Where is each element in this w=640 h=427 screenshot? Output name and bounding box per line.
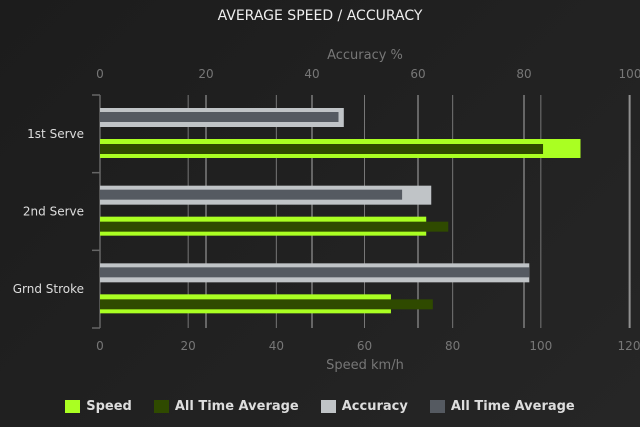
- legend-swatch: [320, 400, 336, 413]
- tick-label-top: 40: [304, 67, 319, 81]
- tick-label-top: 60: [410, 67, 425, 81]
- legend-swatch: [65, 400, 81, 413]
- category-label: Grnd Stroke: [13, 282, 84, 296]
- legend-label: All Time Average: [174, 399, 299, 414]
- tick-label-top: 80: [516, 67, 531, 81]
- bar-speed-average: [100, 221, 449, 232]
- legend-item[interactable]: All Time Average: [153, 399, 299, 414]
- axis-title-top: Accuracy %: [327, 48, 403, 63]
- legend-item[interactable]: All Time Average: [429, 399, 575, 414]
- tick-label-bottom: 100: [529, 339, 552, 353]
- legend-swatch: [153, 400, 169, 413]
- tick-label-bottom: 120: [618, 339, 640, 353]
- bar-accuracy-average: [100, 189, 403, 200]
- bar-accuracy-average: [100, 267, 530, 278]
- tick-label-top: 0: [96, 67, 104, 81]
- tick-label-top: 20: [198, 67, 213, 81]
- tick-label-top: 100: [619, 67, 640, 81]
- category-label: 2nd Serve: [23, 205, 84, 219]
- tick-label-bottom: 0: [96, 339, 104, 353]
- tick-label-bottom: 60: [357, 339, 372, 353]
- bar-accuracy-average: [100, 112, 339, 122]
- legend-swatch: [429, 400, 445, 413]
- tick-label-bottom: 80: [445, 339, 460, 353]
- bar-speed-average: [100, 299, 433, 310]
- chart-title: AVERAGE SPEED / ACCURACY: [217, 8, 423, 24]
- bar-speed-average: [100, 144, 544, 154]
- legend-label: Accuracy: [341, 399, 408, 414]
- legend: Speed All Time Average Accuracy All Time Av…: [0, 399, 640, 414]
- tick-label-bottom: 20: [181, 339, 196, 353]
- legend-label: All Time Average: [450, 399, 575, 414]
- axis-title-bottom: Speed km/h: [326, 358, 404, 373]
- tick-label-bottom: 40: [269, 339, 284, 353]
- legend-item[interactable]: Accuracy: [320, 399, 408, 414]
- legend-label: Speed: [86, 399, 132, 414]
- legend-item[interactable]: Speed: [65, 399, 132, 414]
- category-label: 1st Serve: [27, 127, 84, 141]
